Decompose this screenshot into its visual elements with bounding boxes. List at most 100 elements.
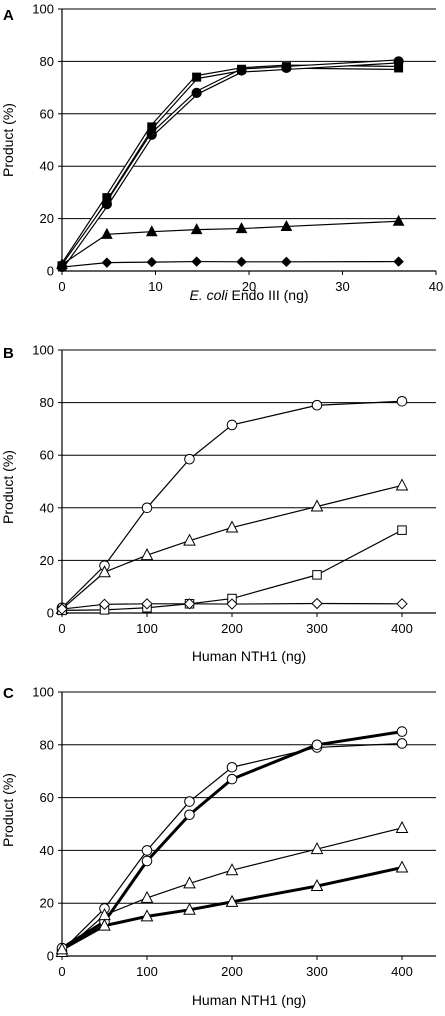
data-point-c-1-6 [396, 726, 408, 737]
data-point-c-3-1 [98, 918, 111, 931]
x-tick-label-b-1: 100 [136, 621, 158, 636]
data-point-a-1-4 [236, 65, 247, 76]
data-point-c-1-4 [226, 773, 238, 785]
series-line-c-2 [61, 827, 403, 953]
data-point-c-2-5 [310, 842, 324, 855]
panel-c: C Product (%) Human NTH1 (ng) 0 20 40 60 80 1… [0, 685, 436, 1008]
data-point-b-1-1 [98, 565, 111, 578]
data-point-a-2-1 [101, 227, 113, 239]
data-point-c-3-3 [183, 902, 196, 915]
data-point-b-1-6 [395, 478, 409, 491]
y-tick-label-c-4: 80 [40, 737, 54, 752]
data-point-c-3-2 [140, 909, 154, 922]
x-tick-label-b-3: 300 [306, 621, 328, 636]
data-point-b-2-6 [397, 525, 407, 535]
data-point-c-2-6 [395, 820, 409, 833]
panel-a: A Product (%) E. coli Endo III (ng) 0 20 4… [0, 2, 443, 304]
y-tick-label-b-0: 0 [47, 606, 54, 621]
series-line-a-2 [61, 220, 399, 265]
series-line-a-1-inner [61, 60, 399, 268]
data-point-a-2-3 [190, 223, 203, 235]
y-tick-label-c-2: 40 [40, 843, 54, 858]
x-tick-label-b-2: 200 [221, 621, 243, 636]
data-point-a-2-4 [235, 222, 248, 234]
data-point-a-2-5 [280, 219, 293, 232]
series-line-b-1 [61, 484, 403, 610]
data-point-b-3-5 [311, 597, 323, 610]
series-line-a-3 [61, 260, 399, 268]
data-point-b-1-5 [310, 499, 324, 512]
data-point-c-3-4 [225, 894, 239, 907]
data-point-b-0-5 [311, 399, 323, 411]
panel-label-b: B [3, 345, 14, 362]
y-tick-label-b-2: 40 [40, 500, 54, 515]
y-tick-label-a-3: 60 [40, 106, 54, 121]
data-point-b-1-4 [225, 520, 239, 533]
panel-b: B Product (%) Human NTH1 (ng) 0 20 40 60 80 1… [0, 343, 436, 664]
x-tick-label-b-0: 0 [58, 621, 65, 636]
y-axis-label-c: Product (%) [0, 773, 16, 847]
data-point-c-0-3 [184, 796, 195, 807]
data-point-a-3-3 [191, 256, 202, 267]
data-point-b-0-3 [184, 453, 195, 465]
data-point-c-1-2 [141, 855, 153, 867]
data-point-a-1-1 [101, 199, 112, 210]
x-tick-label-c-0: 0 [58, 964, 65, 979]
data-point-a-1-3 [191, 87, 202, 98]
panel-label-c: C [3, 685, 14, 702]
y-tick-label-a-2: 40 [40, 159, 54, 174]
x-tick-label-c-1: 100 [136, 964, 158, 979]
data-point-a-0-3 [192, 72, 202, 82]
x-tick-label-a-0: 0 [58, 279, 65, 294]
data-point-b-0-4 [226, 419, 238, 431]
data-point-b-0-6 [396, 395, 408, 407]
data-point-a-3-6 [393, 256, 404, 267]
data-point-b-3-0 [56, 603, 68, 615]
data-point-b-3-2 [141, 598, 153, 610]
data-point-a-3-5 [281, 256, 292, 268]
y-tick-label-a-0: 0 [47, 264, 54, 279]
data-point-c-2-3 [183, 876, 196, 889]
y-axis-label-a: Product (%) [0, 103, 16, 177]
data-point-b-3-1 [98, 598, 111, 611]
x-tick-label-c-3: 300 [306, 964, 328, 979]
y-tick-label-a-1: 20 [40, 211, 54, 226]
data-point-c-2-2 [140, 890, 154, 903]
data-point-a-3-2 [146, 256, 157, 268]
y-tick-label-b-3: 60 [40, 448, 54, 463]
data-point-a-2-6 [392, 214, 405, 226]
x-tick-label-c-2: 200 [221, 964, 243, 979]
data-point-c-3-6 [395, 860, 409, 873]
data-point-c-0-4 [226, 761, 238, 773]
panel-label-a: A [3, 7, 14, 24]
series-line-a-1 [60, 59, 399, 269]
x-tick-label-a-2: 20 [242, 279, 256, 294]
data-point-c-2-4 [225, 863, 239, 876]
y-tick-label-b-1: 20 [40, 553, 54, 568]
y-axis-label-b: Product (%) [0, 450, 16, 524]
data-point-b-3-3 [183, 598, 196, 610]
x-tick-label-a-1: 10 [148, 279, 162, 294]
data-point-a-1-5 [281, 62, 292, 74]
data-point-b-3-4 [226, 598, 238, 610]
x-axis-label-a-rest: Endo III (ng) [228, 287, 309, 303]
y-tick-label-c-5: 100 [32, 685, 54, 700]
y-tick-label-b-5: 100 [32, 343, 54, 358]
x-tick-label-a-4: 40 [429, 279, 443, 294]
x-tick-label-c-4: 400 [391, 964, 413, 979]
x-tick-label-b-4: 400 [391, 621, 413, 636]
y-tick-label-b-4: 80 [40, 395, 54, 410]
data-point-b-1-3 [183, 533, 196, 546]
y-tick-label-c-1: 20 [40, 896, 54, 911]
data-point-c-3-0 [55, 942, 69, 955]
data-point-a-1-6 [393, 56, 404, 67]
data-point-c-0-6 [396, 738, 408, 749]
data-point-a-1-2 [146, 129, 157, 140]
data-point-c-1-3 [184, 809, 195, 821]
y-tick-label-c-3: 60 [40, 790, 54, 805]
x-axis-label-b: Human NTH1 (ng) [192, 648, 306, 664]
data-point-c-1-5 [311, 739, 323, 751]
data-point-c-3-5 [310, 878, 324, 892]
data-point-b-2-5 [312, 570, 322, 580]
data-point-a-3-0 [56, 261, 68, 273]
